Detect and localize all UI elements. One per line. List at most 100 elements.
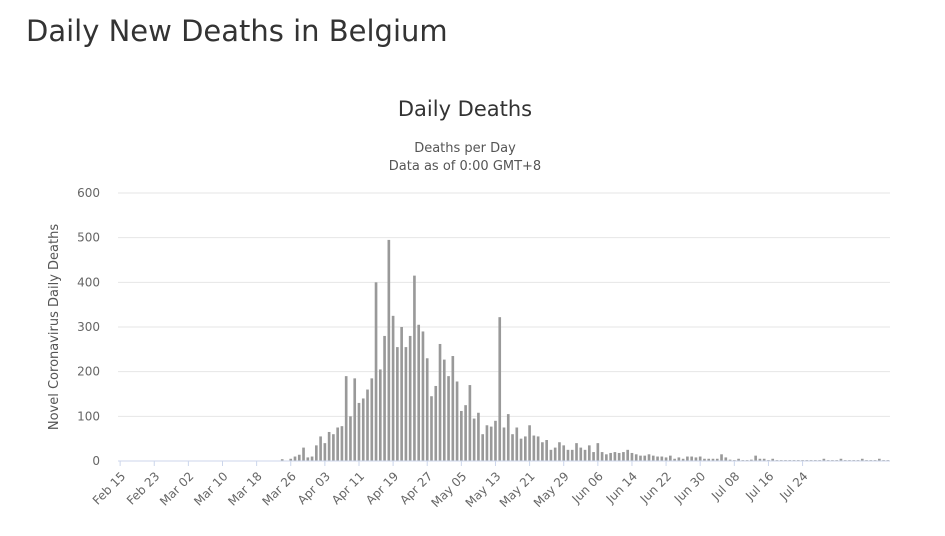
bar — [524, 436, 527, 461]
bar — [417, 325, 420, 461]
bar — [618, 453, 621, 461]
bar — [528, 425, 531, 461]
x-tick-label: Jun 22 — [637, 469, 674, 506]
bar — [473, 419, 476, 461]
y-tick-label: 100 — [77, 409, 100, 423]
bar — [358, 403, 361, 461]
bar — [460, 411, 463, 461]
bar — [550, 450, 553, 461]
bars-layer — [255, 240, 889, 461]
x-tick-label: Jun 14 — [603, 469, 640, 506]
y-tick-label: 500 — [77, 231, 100, 245]
bar — [515, 428, 518, 462]
bar — [324, 443, 327, 461]
bar — [656, 457, 659, 461]
x-tick-label: Jun 06 — [569, 469, 606, 506]
bar — [558, 442, 561, 461]
bar — [605, 454, 608, 461]
bar — [443, 360, 446, 461]
x-tick-label: Jul 24 — [776, 469, 810, 503]
bar — [669, 456, 672, 461]
bar — [379, 369, 382, 461]
bar — [533, 436, 536, 461]
bar — [494, 421, 497, 461]
bar — [597, 443, 600, 461]
bar — [503, 428, 506, 462]
bar — [490, 427, 493, 461]
bar — [349, 416, 352, 461]
bar — [464, 405, 467, 461]
bar — [430, 396, 433, 461]
x-tick-label: Jun 30 — [671, 469, 708, 506]
bar — [571, 450, 574, 461]
bar — [665, 457, 668, 461]
bar — [481, 434, 484, 461]
y-tick-label: 200 — [77, 365, 100, 379]
bar — [426, 358, 429, 461]
x-tick-label: Jul 16 — [742, 469, 776, 503]
bar — [652, 456, 655, 461]
y-tick-label: 300 — [77, 320, 100, 334]
bar — [311, 457, 314, 461]
bar — [724, 457, 727, 461]
bar — [699, 457, 702, 461]
bar — [328, 432, 331, 461]
y-tick-label: 600 — [77, 186, 100, 200]
bar — [298, 455, 301, 461]
bar — [498, 317, 501, 461]
bar — [392, 316, 395, 461]
bar — [405, 347, 408, 461]
bar — [622, 452, 625, 461]
bar — [695, 457, 698, 461]
bar — [537, 436, 540, 461]
bar — [370, 378, 373, 461]
bar — [639, 456, 642, 461]
bar — [562, 445, 565, 461]
bar — [660, 457, 663, 461]
bar — [336, 428, 339, 462]
bar — [754, 456, 757, 461]
bar — [592, 452, 595, 461]
bar — [720, 454, 723, 461]
bar — [609, 453, 612, 461]
bar — [541, 442, 544, 461]
y-tick-label: 400 — [77, 275, 100, 289]
bar — [631, 453, 634, 461]
bar — [588, 445, 591, 461]
chart-subtitle-line-2: Data as of 0:00 GMT+8 — [389, 159, 541, 174]
bar — [567, 450, 570, 461]
bar — [690, 457, 693, 461]
bar — [626, 450, 629, 461]
bar — [388, 240, 391, 461]
bar — [614, 452, 617, 461]
bar — [601, 452, 604, 461]
bar — [678, 457, 681, 461]
bar — [409, 336, 412, 461]
bar — [434, 386, 437, 461]
bar — [302, 448, 305, 461]
x-tick-label: Mar 10 — [191, 469, 230, 508]
bar — [477, 413, 480, 461]
bar — [375, 282, 378, 461]
bar — [345, 376, 348, 461]
chart-title: Daily Deaths — [398, 97, 532, 121]
x-tick-label: Feb 23 — [124, 469, 162, 507]
bar — [686, 457, 689, 461]
bar — [584, 450, 587, 461]
bar — [447, 376, 450, 461]
bar — [456, 381, 459, 461]
bar — [341, 426, 344, 461]
x-tick-label: Mar 18 — [225, 469, 264, 508]
bar — [575, 443, 578, 461]
bar — [396, 347, 399, 461]
bar — [315, 445, 318, 461]
bar — [400, 327, 403, 461]
bar — [511, 434, 514, 461]
bar — [306, 457, 309, 461]
page-title: Daily New Deaths in Belgium — [26, 14, 448, 48]
grid-layer — [118, 193, 890, 416]
bar — [545, 440, 548, 461]
bar — [366, 390, 369, 461]
bar — [648, 454, 651, 461]
